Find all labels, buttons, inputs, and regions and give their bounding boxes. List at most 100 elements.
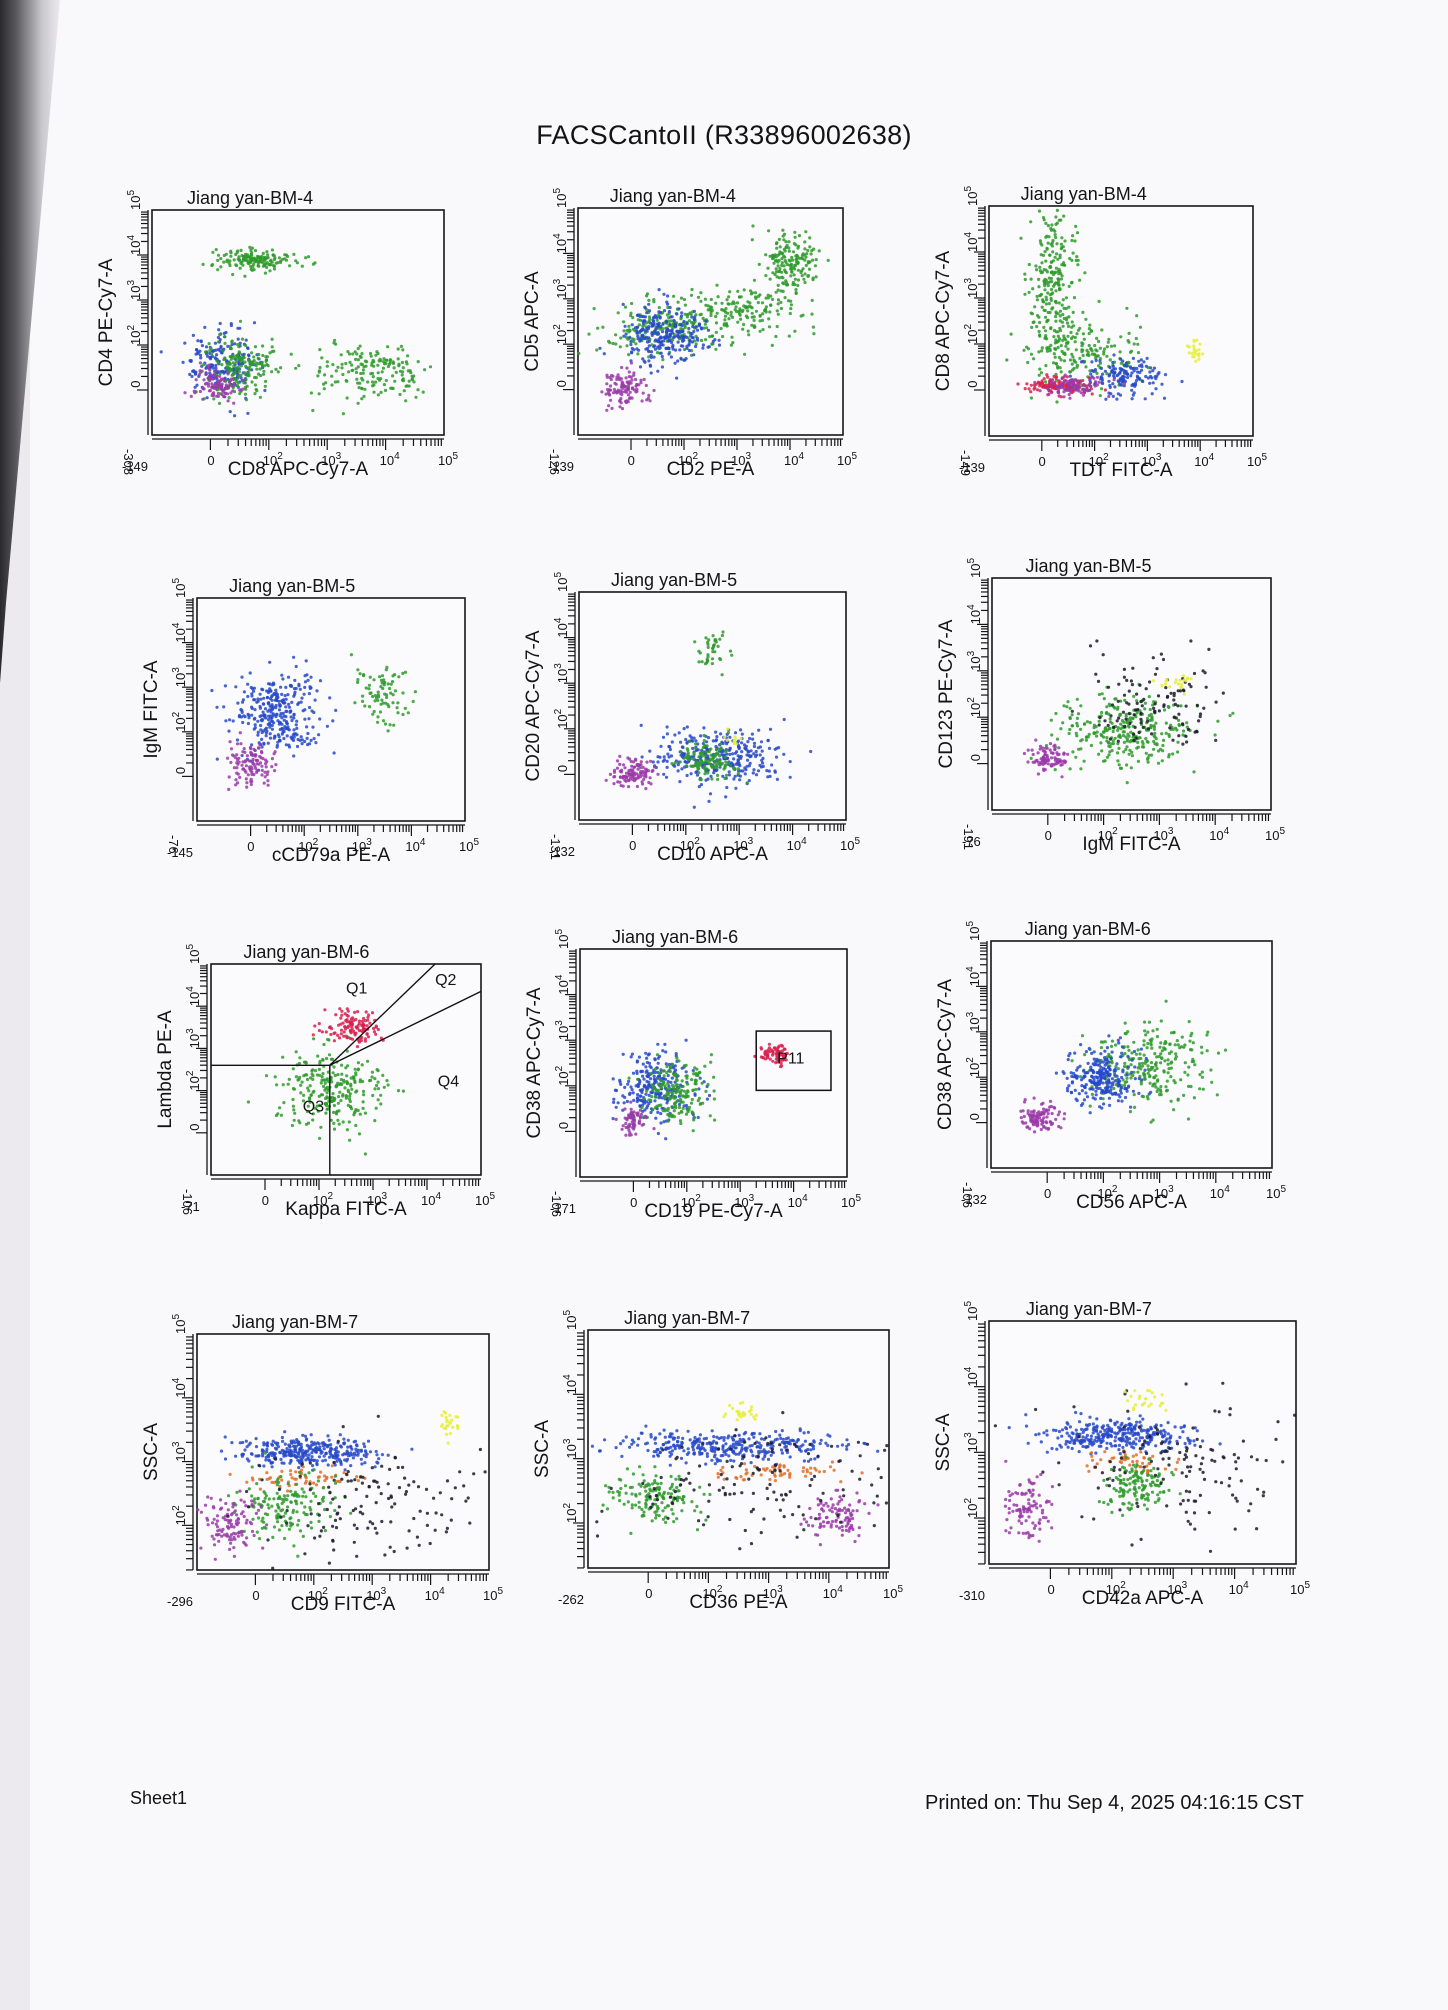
event-dot [613, 381, 617, 385]
event-dot [394, 370, 398, 374]
event-dot [1115, 719, 1119, 723]
event-dot [274, 367, 278, 371]
y-min-label: -191 [961, 824, 976, 850]
event-dot [318, 1073, 322, 1077]
event-dot [209, 373, 213, 377]
event-dot [396, 357, 400, 361]
event-dot [780, 275, 784, 279]
event-dot [1165, 695, 1169, 699]
event-dot [664, 336, 668, 340]
event-dot [1176, 682, 1181, 686]
event-dot [694, 759, 698, 763]
event-dot [270, 370, 274, 374]
event-dot [1059, 277, 1063, 281]
event-dot [283, 253, 287, 257]
event-dot [1100, 749, 1104, 753]
event-dot [715, 735, 719, 739]
event-dot [1098, 394, 1102, 398]
event-dot [406, 711, 410, 715]
event-dot [1110, 721, 1114, 725]
event-dot [804, 263, 808, 267]
event-dot [618, 345, 622, 349]
event-dot [386, 345, 390, 349]
event-dot [1027, 387, 1031, 391]
event-dot [262, 714, 266, 718]
event-dot [373, 1119, 377, 1123]
event-dot [208, 378, 212, 382]
event-dot [320, 1093, 325, 1097]
event-dot [1074, 755, 1078, 759]
event-dot [257, 352, 261, 357]
y-axis-label: CD20 APC-Cy7-A [523, 630, 544, 781]
event-dot [242, 747, 246, 751]
x-axis-label: CD8 APC-Cy7-A [228, 459, 369, 480]
event-dot [1036, 751, 1040, 755]
event-dot [214, 348, 218, 352]
event-dot [1041, 756, 1045, 760]
event-dot [1040, 261, 1044, 265]
event-dot [337, 1109, 341, 1113]
event-dot [793, 277, 798, 281]
event-dot [337, 1122, 341, 1126]
event-dot [312, 710, 316, 715]
event-dot [682, 297, 687, 302]
event-dot [1049, 343, 1053, 347]
event-dot [695, 328, 700, 332]
event-dot [1069, 336, 1074, 341]
event-dot [654, 338, 658, 342]
event-dot [240, 763, 244, 767]
event-dot [639, 760, 643, 764]
event-dot [667, 310, 672, 314]
event-dot [229, 347, 233, 351]
event-dot [358, 344, 362, 348]
event-dot [333, 338, 337, 342]
event-dot [391, 680, 395, 684]
event-dot [1073, 239, 1077, 243]
event-dot [358, 1112, 362, 1116]
event-dot [1039, 271, 1043, 275]
event-dot [401, 366, 405, 370]
event-dot [351, 352, 355, 356]
event-dot [247, 759, 251, 763]
event-dot [258, 743, 262, 747]
event-dot [1155, 667, 1159, 671]
event-dot [658, 346, 662, 350]
event-dot [203, 382, 208, 386]
event-dot [248, 360, 252, 364]
event-dot [772, 261, 776, 265]
event-dot [256, 356, 260, 360]
event-dot [756, 301, 760, 305]
event-dot [1193, 352, 1198, 356]
event-dot [327, 1053, 332, 1057]
event-dot [244, 777, 248, 781]
event-dot [1095, 734, 1099, 738]
event-dot [632, 348, 636, 352]
event-dot [318, 679, 323, 683]
event-dot [341, 1120, 345, 1124]
event-dot [244, 387, 248, 391]
event-dot [1063, 373, 1067, 377]
event-dot [658, 315, 662, 319]
event-dot [244, 338, 248, 342]
event-dot [706, 659, 710, 663]
event-dot [268, 725, 272, 729]
event-dot [1137, 359, 1141, 363]
event-dot [376, 1069, 380, 1073]
event-dot [644, 383, 648, 388]
event-dot [743, 352, 747, 356]
event-dot [1108, 745, 1112, 749]
event-dot [1136, 740, 1140, 745]
event-dot [774, 267, 778, 271]
event-dot [1125, 306, 1129, 310]
event-dot [208, 368, 212, 372]
event-dot [627, 375, 632, 379]
event-dot [770, 343, 774, 347]
event-dot [1117, 763, 1121, 767]
event-dot [299, 1083, 303, 1087]
event-dot [234, 360, 238, 364]
event-dot [1113, 385, 1117, 389]
event-dot [648, 399, 652, 403]
event-dot [299, 700, 303, 704]
event-dot [630, 323, 634, 327]
event-dot [323, 1088, 327, 1092]
